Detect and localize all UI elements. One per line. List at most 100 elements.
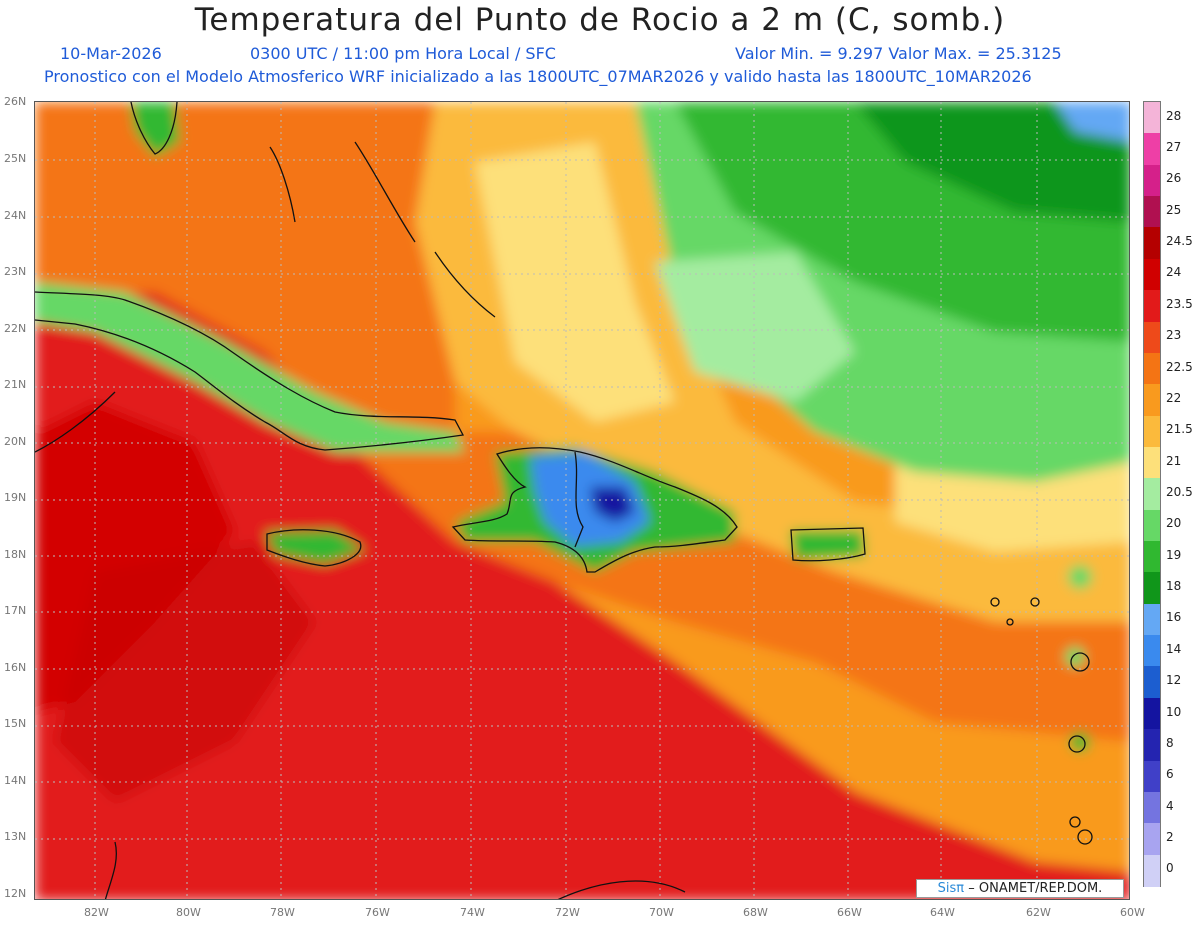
- colorbar-label: 20: [1166, 516, 1182, 531]
- colorbar-label: 27: [1166, 140, 1182, 155]
- colorbar-segment: [1144, 415, 1160, 448]
- lat-lon-grid: [35, 102, 1129, 899]
- colorbar-label: 2: [1166, 829, 1174, 844]
- colorbar-segment: [1144, 321, 1160, 354]
- lon-label: 70W: [649, 906, 674, 919]
- lon-label: 80W: [176, 906, 201, 919]
- colorbar-label: 4: [1166, 798, 1174, 813]
- lat-label: 20N: [4, 435, 27, 448]
- colorbar-label: 21: [1166, 453, 1182, 468]
- colorbar-label: 23.5: [1166, 296, 1193, 311]
- lat-label: 12N: [4, 887, 27, 900]
- lon-label: 78W: [270, 906, 295, 919]
- lon-label: 76W: [365, 906, 390, 919]
- colorbar-segment: [1144, 352, 1160, 385]
- colorbar-segment: [1144, 446, 1160, 479]
- lat-label: 18N: [4, 548, 27, 561]
- colorbar-label: 6: [1166, 767, 1174, 782]
- puerto-rico-coast: [790, 527, 866, 562]
- lon-label: 60W: [1120, 906, 1145, 919]
- colorbar-label: 22.5: [1166, 359, 1193, 374]
- colorbar-segment: [1144, 509, 1160, 542]
- lat-label: 23N: [4, 265, 27, 278]
- lon-label: 68W: [743, 906, 768, 919]
- lat-label: 22N: [4, 322, 27, 335]
- lat-label: 14N: [4, 774, 27, 787]
- south-america-coast: [557, 880, 686, 899]
- dewpoint-map: [34, 101, 1130, 900]
- colorbar-segment: [1144, 258, 1160, 291]
- colorbar-segment: [1144, 196, 1160, 229]
- credit-text: – ONAMET/REP.DOM.: [968, 881, 1103, 896]
- lat-label: 26N: [4, 95, 27, 108]
- sispi-logo: Sisπ: [937, 881, 965, 896]
- colorbar-segment: [1144, 603, 1160, 636]
- colorbar-label: 28: [1166, 108, 1182, 123]
- colorbar-segment: [1144, 290, 1160, 323]
- credit-badge: Sisπ – ONAMET/REP.DOM.: [916, 879, 1124, 898]
- lat-label: 19N: [4, 491, 27, 504]
- florida-coast: [130, 102, 178, 155]
- colorbar-segment: [1144, 384, 1160, 417]
- colorbar-segment: [1144, 854, 1160, 887]
- colorbar-segment: [1144, 760, 1160, 793]
- colorbar-label: 18: [1166, 579, 1182, 594]
- colorbar-label: 26: [1166, 171, 1182, 186]
- colorbar-segment: [1144, 227, 1160, 260]
- lat-label: 13N: [4, 830, 27, 843]
- colorbar: [1143, 101, 1161, 887]
- colorbar-segment: [1144, 102, 1160, 134]
- colorbar-label: 14: [1166, 641, 1182, 656]
- forecast-time: 0300 UTC / 11:00 pm Hora Local / SFC: [250, 44, 556, 63]
- colorbar-segment: [1144, 478, 1160, 511]
- yucatan-coast: [35, 391, 116, 453]
- colorbar-label: 21.5: [1166, 422, 1193, 437]
- hispaniola-coast: [451, 447, 738, 573]
- colorbar-segment: [1144, 572, 1160, 605]
- jamaica-coast: [266, 529, 362, 567]
- colorbar-label: 12: [1166, 673, 1182, 688]
- colorbar-label: 8: [1166, 735, 1174, 750]
- colorbar-label: 16: [1166, 610, 1182, 625]
- lat-label: 16N: [4, 661, 27, 674]
- value-range: Valor Min. = 9.297 Valor Max. = 25.3125: [735, 44, 1062, 63]
- colorbar-segment: [1144, 541, 1160, 573]
- colorbar-label: 24.5: [1166, 234, 1193, 249]
- colorbar-label: 24: [1166, 265, 1182, 280]
- colorbar-segment: [1144, 666, 1160, 699]
- colorbar-segment: [1144, 729, 1160, 762]
- map-title: Temperatura del Punto de Rocio a 2 m (C,…: [194, 2, 1006, 38]
- forecast-date: 10-Mar-2026: [60, 44, 162, 63]
- colorbar-segment: [1144, 635, 1160, 668]
- lat-label: 17N: [4, 604, 27, 617]
- haiti-border: [574, 451, 584, 548]
- lat-label: 21N: [4, 378, 27, 391]
- colorbar-label: 0: [1166, 861, 1174, 876]
- colorbar-label: 20.5: [1166, 485, 1193, 499]
- lon-label: 62W: [1026, 906, 1051, 919]
- lon-label: 74W: [460, 906, 485, 919]
- colorbar-segment: [1144, 164, 1160, 197]
- colorbar-label: 23: [1166, 328, 1182, 343]
- lat-label: 15N: [4, 717, 27, 730]
- colorbar-segment: [1144, 133, 1160, 166]
- lon-label: 82W: [84, 906, 109, 919]
- colorbar-segment: [1144, 791, 1160, 824]
- colorbar-label: 22: [1166, 390, 1182, 405]
- colorbar-label: 10: [1166, 704, 1182, 719]
- bahamas-andros: [269, 146, 296, 223]
- colorbar-segment: [1144, 823, 1160, 856]
- lon-label: 64W: [930, 906, 955, 919]
- bahamas-chain: [354, 141, 496, 318]
- colorbar-segment: [1144, 697, 1160, 730]
- model-description: Pronostico con el Modelo Atmosferico WRF…: [44, 67, 1032, 86]
- cuba-coast: [35, 291, 465, 451]
- colorbar-label: 25: [1166, 202, 1182, 217]
- lon-label: 66W: [837, 906, 862, 919]
- lon-label: 72W: [555, 906, 580, 919]
- dewpoint-fill: [35, 102, 1129, 899]
- colorbar-label: 19: [1166, 547, 1182, 562]
- dewpoint-field: [35, 102, 1129, 899]
- lat-label: 24N: [4, 209, 27, 222]
- coastlines: [35, 102, 1093, 899]
